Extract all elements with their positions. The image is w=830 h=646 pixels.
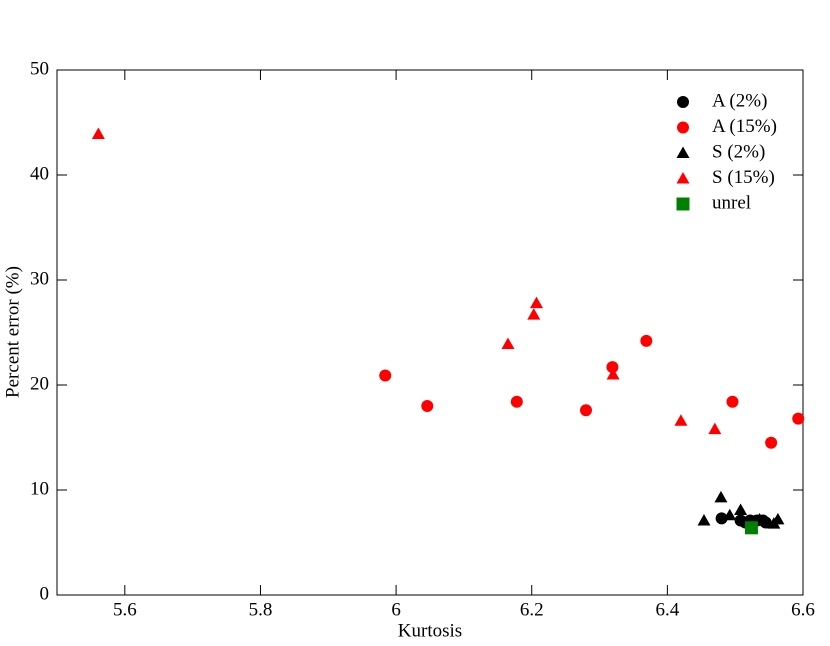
point [379, 369, 392, 382]
legend-label: A (2%) [712, 90, 767, 111]
x-tick-label: 6.4 [655, 599, 679, 620]
legend-label: unrel [712, 192, 751, 213]
x-tick-label: 6 [391, 599, 401, 620]
y-tick-label: 10 [30, 478, 49, 499]
point [771, 512, 785, 525]
point [765, 436, 778, 449]
point [697, 513, 711, 526]
legend-label: S (15%) [712, 167, 775, 188]
legend-label: A (15%) [712, 116, 777, 137]
x-tick-label: 5.6 [113, 599, 137, 620]
point [792, 412, 805, 425]
x-tick-label: 5.8 [249, 599, 273, 620]
y-axis-label: Percent error (%) [2, 266, 23, 398]
point [527, 308, 541, 320]
y-tick-label: 20 [30, 373, 49, 394]
plot-frame [56, 69, 804, 596]
point [579, 404, 592, 417]
y-tick-label: 30 [30, 268, 49, 289]
y-tick-label: 50 [30, 58, 49, 79]
point [421, 400, 434, 412]
point [529, 296, 543, 309]
point [510, 395, 523, 408]
x-tick-label: 6.2 [520, 599, 544, 620]
point [714, 490, 728, 503]
point [606, 368, 620, 380]
legend-label: S (2%) [712, 141, 765, 162]
legend-marker [676, 172, 690, 184]
point [726, 395, 739, 408]
point [640, 334, 653, 347]
point [708, 422, 722, 435]
point [723, 508, 737, 521]
point [501, 337, 515, 350]
x-tick-label: 6.6 [791, 599, 815, 620]
point [734, 503, 748, 515]
point [606, 361, 619, 374]
x-axis-label: Kurtosis [398, 620, 462, 641]
y-tick-label: 40 [30, 163, 49, 184]
legend-marker [676, 146, 690, 158]
y-tick-label: 0 [40, 583, 50, 604]
legend-marker [677, 121, 689, 134]
legend-marker [676, 197, 690, 211]
point [91, 127, 105, 140]
point [744, 521, 758, 535]
point [715, 512, 728, 525]
point [674, 414, 688, 426]
legend-marker [677, 96, 689, 108]
